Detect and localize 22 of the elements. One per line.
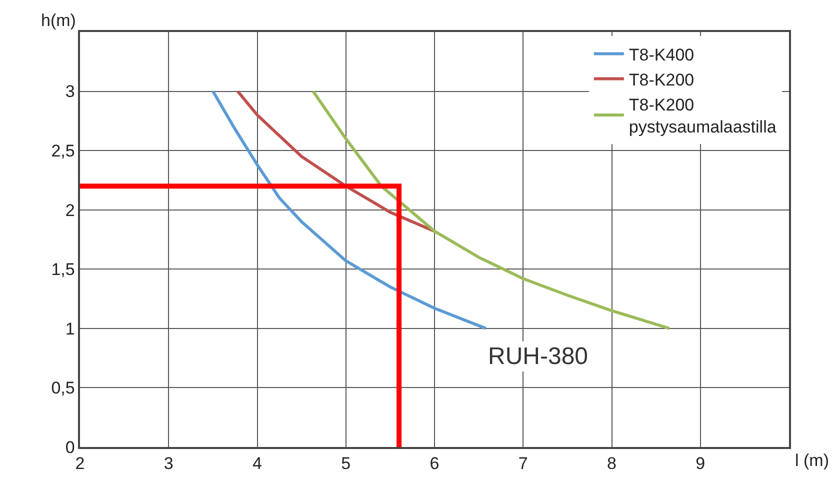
y-tick-label: 2,5: [51, 142, 75, 161]
legend-label: T8-K200: [628, 70, 694, 90]
y-tick-label: 2: [65, 200, 75, 220]
line-series: [236, 90, 436, 233]
x-tick-label: 9: [696, 454, 706, 474]
y-tick-label: 1: [65, 319, 75, 338]
y-tick-label: 0: [65, 438, 75, 457]
line-series: [211, 90, 488, 330]
y-axis-title: h(m): [41, 11, 76, 30]
legend-label: T8-K400: [628, 45, 694, 64]
y-tick-label: 0,5: [51, 378, 75, 398]
x-tick-label: 6: [430, 454, 440, 474]
x-tick-label: 8: [607, 454, 616, 474]
y-tick-label: 1,5: [51, 260, 75, 280]
x-axis-title: l (m): [795, 451, 829, 470]
x-tick-label: 7: [518, 454, 528, 474]
annotation: RUH-380: [488, 343, 588, 370]
x-tick-label: 3: [164, 454, 174, 474]
x-tick-label: 4: [252, 454, 262, 474]
x-tick-label: 5: [341, 454, 351, 474]
legend-label: T8-K200 pystysaumalaastilla: [628, 96, 777, 137]
y-tick-label: 3: [65, 82, 75, 102]
